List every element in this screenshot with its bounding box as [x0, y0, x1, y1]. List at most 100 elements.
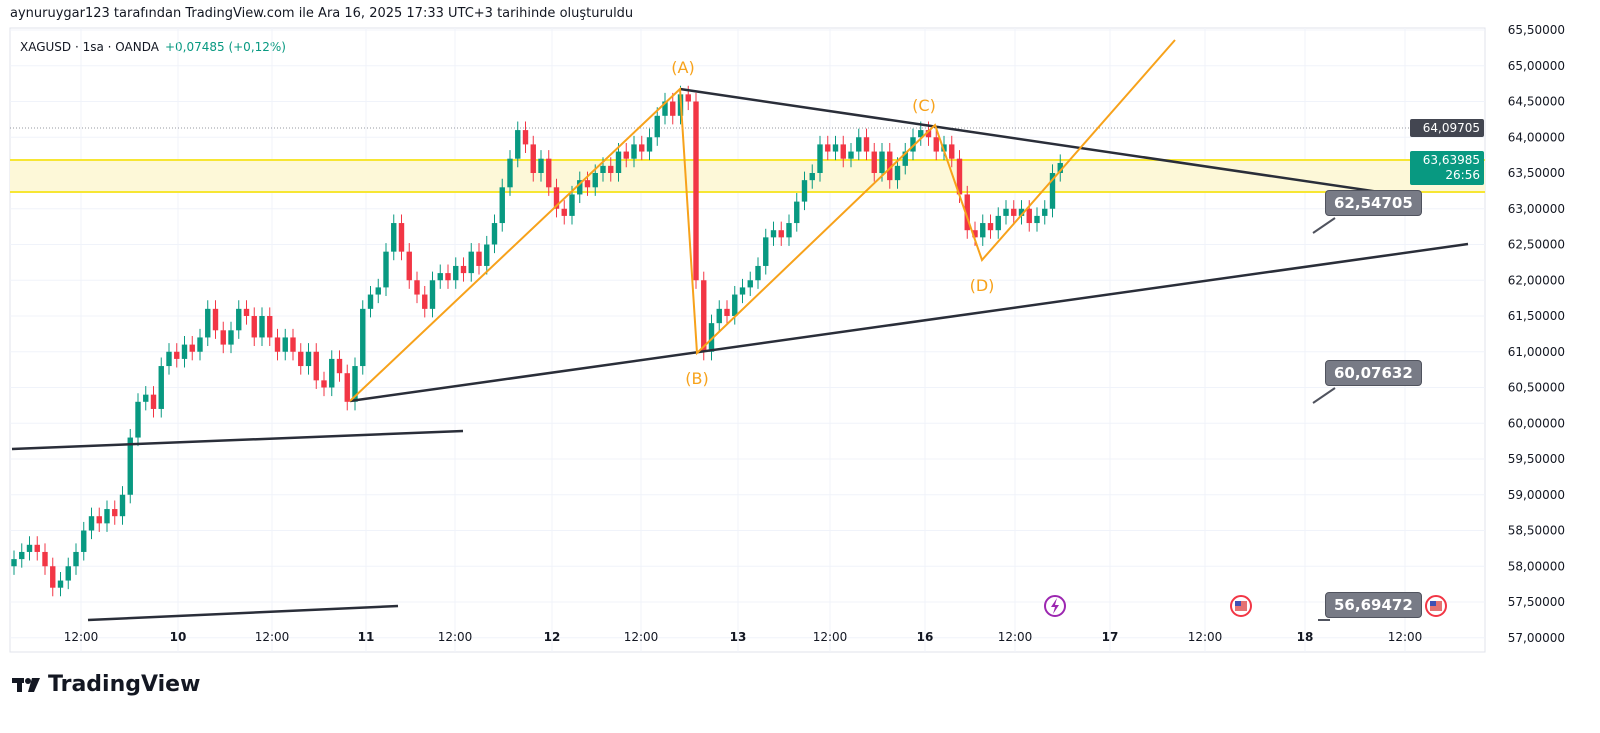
candle-body: [398, 223, 405, 252]
candle-body: [770, 230, 777, 238]
candle-body: [298, 351, 304, 367]
candle-body: [81, 530, 87, 552]
candle-body: [305, 351, 312, 367]
y-tick-label: 62,00000: [1508, 273, 1565, 287]
candle-body: [251, 316, 257, 338]
callout-pointer: [1312, 387, 1336, 404]
symbol-info: XAGUSD · 1sa · OANDA: [20, 40, 159, 54]
x-tick-label: 16: [917, 630, 934, 644]
candle-body: [127, 437, 133, 495]
candle-body: [1034, 215, 1040, 224]
candle-body: [499, 187, 505, 224]
candle-body: [918, 130, 924, 138]
candle-body: [212, 308, 219, 331]
candle-body: [732, 294, 738, 316]
time-axis[interactable]: 12:00 10 12:00 11 12:00 12 12:00 13 12:00 16 12:00…: [64, 630, 1423, 644]
candle-body: [639, 144, 645, 152]
candle-body: [646, 137, 653, 152]
x-tick-label: 18: [1297, 630, 1314, 644]
price-callout[interactable]: 60,07632: [1325, 360, 1422, 386]
us-flag-icon[interactable]: [1230, 595, 1252, 617]
candle-body: [143, 394, 149, 402]
candle-body: [391, 223, 397, 252]
candle-body: [476, 251, 482, 266]
candle-body: [34, 544, 40, 552]
candle-body: [491, 223, 498, 245]
price-change: +0,07485 (+0,12%): [164, 40, 286, 54]
candle-body: [166, 351, 172, 367]
us-flag-icon[interactable]: [1425, 595, 1447, 617]
tradingview-logo[interactable]: TradingView: [12, 672, 200, 697]
support-trendline-1[interactable]: [11, 429, 464, 451]
candle-body: [584, 180, 591, 188]
attribution: aynuruygar123 tarafından TradingView.com…: [10, 6, 634, 21]
candle-body: [11, 559, 17, 567]
x-tick-label: 10: [170, 630, 187, 644]
candle-body: [995, 215, 1001, 231]
candle-body: [26, 544, 33, 552]
candle-body: [96, 516, 102, 524]
candle-body: [313, 351, 319, 381]
y-tick-label: 59,50000: [1508, 452, 1565, 466]
candle-body: [189, 344, 195, 352]
high-price-label: 64,09705: [1410, 119, 1484, 137]
candle-body: [1003, 208, 1009, 216]
candle-body: [964, 194, 970, 231]
candle-body: [484, 244, 490, 266]
candle-body: [894, 165, 901, 181]
wave-path[interactable]: [349, 39, 1176, 402]
wave-label-b: (B): [685, 369, 708, 388]
candle-body: [19, 551, 25, 560]
candle-body: [980, 223, 986, 238]
triangle-lower-trendline[interactable]: [349, 242, 1469, 403]
x-tick-label: 12:00: [64, 630, 99, 644]
candle-body: [933, 137, 939, 152]
candle-body: [383, 251, 389, 288]
y-tick-label: 63,00000: [1508, 202, 1565, 216]
candle-body: [445, 273, 451, 281]
candle-body: [135, 401, 141, 438]
candle-body: [871, 151, 877, 173]
x-tick-label: 12:00: [1388, 630, 1423, 644]
candle-body: [515, 130, 521, 159]
candle-body: [910, 137, 916, 152]
candle-body: [949, 144, 955, 159]
candle-body: [693, 101, 699, 281]
lightning-glyph: [1051, 598, 1059, 614]
candle-body: [274, 337, 281, 352]
price-callout[interactable]: 62,54705: [1325, 190, 1422, 216]
candle-body: [197, 337, 203, 352]
candle-body: [887, 151, 893, 181]
plot-border: [9, 27, 1486, 653]
candle-body: [987, 223, 994, 231]
price-callout[interactable]: 56,69472: [1325, 592, 1422, 618]
y-tick-label: 65,00000: [1508, 59, 1565, 73]
candle-body: [786, 223, 792, 238]
candle-body: [848, 151, 854, 159]
candle-body: [577, 180, 583, 195]
candle-body: [42, 551, 48, 567]
price-axis[interactable]: 65,50000 65,00000 64,50000 64,00000 63,50000…: [1508, 23, 1565, 645]
candle-body: [856, 137, 862, 152]
candle-body: [344, 373, 350, 402]
candle-body: [422, 294, 428, 309]
y-tick-label: 58,50000: [1508, 524, 1565, 538]
candle-body: [654, 115, 660, 138]
candle-body: [608, 165, 614, 173]
candle-body: [561, 208, 567, 216]
x-tick-label: 12: [544, 630, 561, 644]
candle-body: [236, 308, 242, 331]
triangle-upper-trendline[interactable]: [679, 87, 1421, 200]
x-tick-label: 12:00: [1188, 630, 1223, 644]
candle-body: [220, 330, 226, 345]
candle-body: [569, 194, 575, 216]
candle-body: [50, 566, 56, 588]
candle-body: [801, 180, 808, 202]
candle-body: [352, 366, 358, 402]
candle-body: [174, 351, 180, 359]
support-trendline-2[interactable]: [87, 604, 399, 622]
candle-body: [623, 151, 629, 159]
candle-body: [158, 366, 164, 409]
symbol-legend[interactable]: XAGUSD · 1sa · OANDA +0,07485 (+0,12%): [20, 40, 286, 54]
